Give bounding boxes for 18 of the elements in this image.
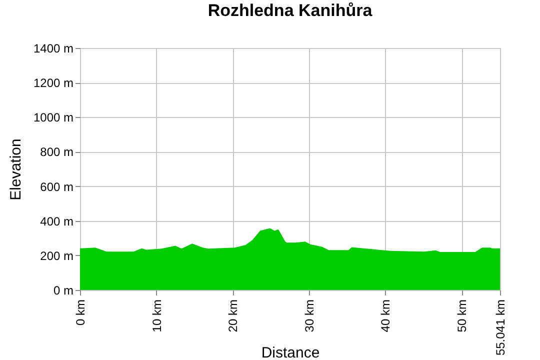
x-tick-label: 50 km xyxy=(455,300,470,332)
y-tick-label: 200 m xyxy=(40,248,74,263)
y-tick-label: 400 m xyxy=(40,214,74,228)
x-tick-label: 55.041 km xyxy=(494,300,508,356)
x-tick-label: 40 km xyxy=(378,300,393,332)
x-axis-title: Distance xyxy=(261,344,320,360)
y-tick-label: 0 m xyxy=(53,284,74,298)
x-tick-label: 20 km xyxy=(226,300,240,332)
x-tick-label: 0 km xyxy=(74,300,88,326)
x-tick-label: 30 km xyxy=(302,300,316,332)
x-tick-label: 10 km xyxy=(150,300,164,332)
y-tick-label: 1200 m xyxy=(33,76,74,90)
chart-title: Rozhledna Kanihůra xyxy=(208,1,373,20)
y-tick-label: 800 m xyxy=(40,145,74,160)
y-tick-label: 1000 m xyxy=(33,110,74,125)
y-axis-title: Elevation xyxy=(7,138,24,200)
y-tick-label: 1400 m xyxy=(33,42,74,56)
y-tick-label: 600 m xyxy=(40,180,74,194)
